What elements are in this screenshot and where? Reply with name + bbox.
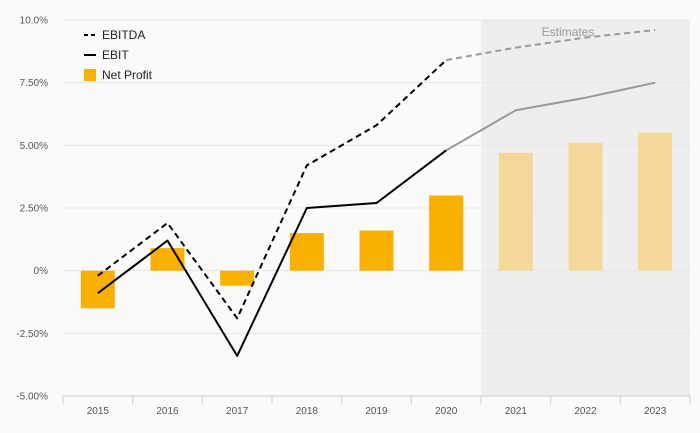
net-profit-bars — [80, 132, 673, 309]
y-tick-label: 2.50% — [20, 204, 48, 215]
x-tick-label: 2020 — [435, 406, 458, 417]
y-tick-label: -5.00% — [16, 392, 48, 403]
legend: EBITDA EBIT Net Profit — [84, 28, 153, 82]
net-profit-bar — [80, 270, 115, 309]
legend-net-profit-label: Net Profit — [102, 68, 153, 82]
x-tick-label: 2016 — [156, 406, 179, 417]
ebitda-line-estimate — [445, 29, 656, 62]
x-tick-label: 2017 — [226, 406, 249, 417]
legend-ebit-label: EBIT — [102, 48, 129, 62]
x-tick-label: 2023 — [644, 406, 667, 417]
net-profit-bar — [359, 230, 394, 271]
ebit-line — [97, 149, 447, 357]
estimates-label: Estimates — [542, 25, 595, 39]
legend-net-profit-swatch — [84, 69, 96, 81]
y-tick-label: 0% — [34, 266, 49, 277]
series-lines — [97, 29, 656, 357]
net-profit-bar — [568, 142, 603, 271]
grid — [63, 19, 690, 334]
y-tick-label: 5.00% — [20, 141, 48, 152]
x-tick-label: 2019 — [365, 406, 388, 417]
legend-ebitda-label: EBITDA — [102, 28, 145, 42]
net-profit-bar — [638, 132, 673, 271]
y-axis: 10.0% 7.50% 5.00% 2.50% 0% -2.50% -5.00% — [16, 16, 48, 403]
net-profit-bar — [289, 233, 324, 271]
y-tick-label: 10.0% — [20, 16, 48, 27]
net-profit-bar — [220, 270, 255, 286]
net-profit-bar — [498, 152, 533, 271]
ebit-line-estimate — [445, 81, 656, 152]
x-axis: 2015 2016 2017 2018 2019 2020 2021 2022 2023 — [62, 395, 691, 417]
ebitda-line — [97, 59, 447, 320]
x-tick-label: 2018 — [296, 406, 319, 417]
y-tick-label: 7.50% — [20, 78, 48, 89]
x-tick-label: 2021 — [505, 406, 528, 417]
x-tick-label: 2015 — [87, 406, 110, 417]
x-tick-label: 2022 — [574, 406, 597, 417]
y-tick-label: -2.50% — [16, 329, 48, 340]
net-profit-bar — [429, 195, 464, 271]
